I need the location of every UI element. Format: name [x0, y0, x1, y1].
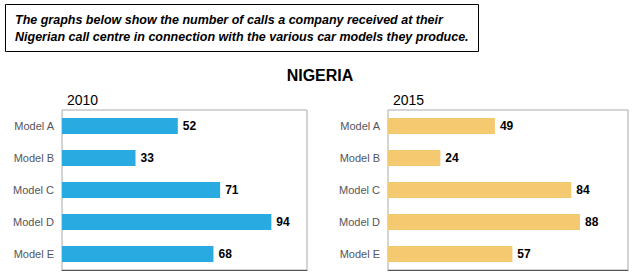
svg-text:Model D: Model D — [13, 216, 54, 228]
svg-text:57: 57 — [517, 247, 531, 261]
svg-text:The graphs below show the numb: The graphs below show the number of call… — [15, 13, 444, 27]
svg-text:2010: 2010 — [67, 92, 98, 108]
svg-text:Model C: Model C — [339, 184, 380, 196]
svg-text:2015: 2015 — [393, 92, 424, 108]
svg-text:Nigerian call centre in connec: Nigerian call centre in connection with … — [15, 30, 469, 44]
svg-text:24: 24 — [445, 151, 459, 165]
svg-text:94: 94 — [276, 215, 290, 229]
svg-text:88: 88 — [585, 215, 599, 229]
svg-text:Model E: Model E — [340, 248, 380, 260]
svg-text:NIGERIA: NIGERIA — [287, 67, 354, 84]
svg-text:Model A: Model A — [340, 120, 380, 132]
svg-text:Model A: Model A — [14, 120, 54, 132]
svg-text:33: 33 — [141, 151, 155, 165]
svg-text:49: 49 — [500, 119, 514, 133]
svg-text:68: 68 — [218, 247, 232, 261]
svg-text:Model E: Model E — [14, 248, 54, 260]
svg-text:71: 71 — [225, 183, 239, 197]
svg-text:Model B: Model B — [14, 152, 54, 164]
svg-text:84: 84 — [576, 183, 590, 197]
svg-text:Model B: Model B — [340, 152, 380, 164]
svg-text:52: 52 — [183, 119, 197, 133]
svg-text:Model C: Model C — [13, 184, 54, 196]
svg-text:Model D: Model D — [339, 216, 380, 228]
